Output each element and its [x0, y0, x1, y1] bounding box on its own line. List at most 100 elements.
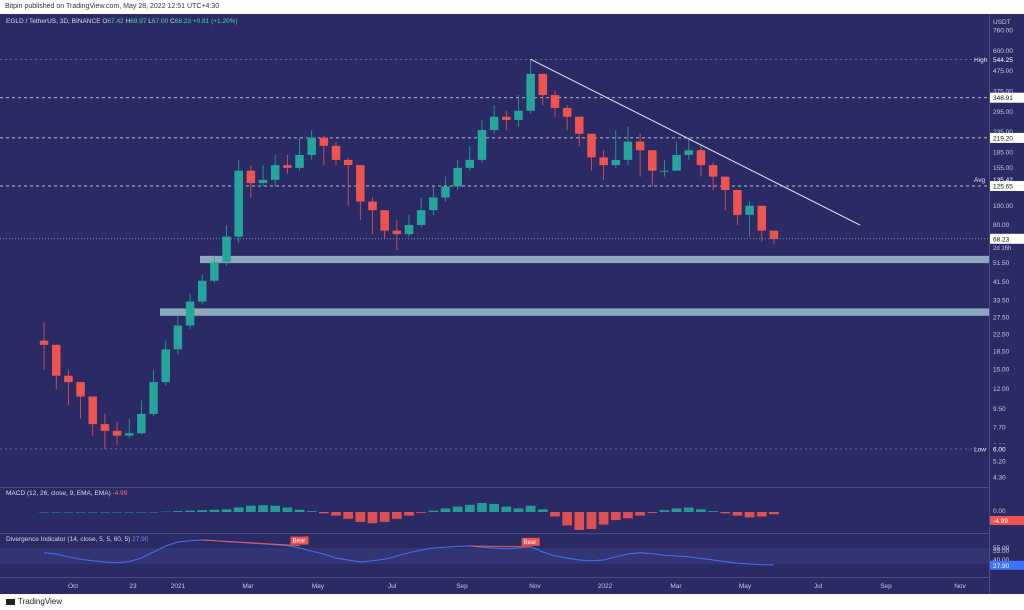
macd-bar — [318, 512, 329, 514]
price-tick-label: 15.00 — [993, 367, 1010, 374]
macd-bar — [306, 511, 317, 512]
macd-bar — [598, 512, 609, 525]
candles — [39, 59, 779, 449]
macd-bar — [51, 512, 62, 513]
candle-body — [538, 73, 548, 96]
price-tick-label: 100.00 — [993, 203, 1013, 210]
support-zones — [160, 255, 990, 316]
bear-tag: Bear — [293, 539, 306, 545]
candle-body — [258, 179, 268, 184]
change-value: +0.81 (+1.20%) — [192, 18, 238, 25]
macd-label[interactable]: MACD (12, 26, close, 9, EMA, EMA) — [6, 490, 111, 497]
macd-bar — [270, 505, 281, 512]
candle-body — [356, 165, 365, 202]
price-tick-label: 18.50 — [993, 349, 1010, 356]
candle-body — [648, 150, 657, 171]
candle-body — [112, 430, 122, 436]
candle-body — [429, 197, 438, 211]
low-price-label-bg — [990, 443, 1024, 454]
level-125-label: 125.65 — [993, 184, 1013, 191]
candle-body — [39, 340, 49, 345]
macd-bar — [258, 505, 268, 512]
candle-body — [380, 210, 389, 231]
candle-body — [587, 133, 596, 158]
macd-bar — [246, 505, 256, 512]
chart-area[interactable]: -4.99 0.00 Bear Bear 55.00 55.00 40.00 27.90 7… — [0, 14, 1024, 594]
candle-body — [331, 145, 341, 160]
candle-body — [672, 154, 681, 171]
divergence-axis-tick: 55.00 — [993, 545, 1010, 552]
divergence-label[interactable]: Divergence Indicator (14, close, 5, 5, 6… — [6, 536, 131, 543]
candle-body — [489, 116, 499, 131]
macd-bar — [744, 512, 755, 518]
low-tag-label: Low — [974, 446, 986, 453]
macd-bar — [233, 507, 244, 512]
candle-body — [404, 225, 414, 235]
divergence-axis-value-bg — [990, 560, 1024, 570]
price-tick-label: 760.00 — [993, 27, 1013, 34]
price-tick-label: 27.50 — [993, 314, 1010, 321]
footer: TradingView — [0, 594, 1024, 610]
support-zone — [160, 308, 990, 316]
symbol-name[interactable]: EGLD / TetherUS, 3D, BINANCE — [6, 18, 101, 25]
candle-body — [453, 167, 462, 187]
macd-bar — [501, 506, 512, 512]
level-348-label-bg — [990, 92, 1024, 103]
macd-bar — [136, 512, 147, 513]
macd-bar — [440, 508, 451, 512]
currency-label: USDT — [993, 19, 1011, 26]
price-tick-label: 9.50 — [993, 406, 1006, 413]
macd-bar — [391, 512, 402, 519]
price-axis[interactable] — [989, 14, 1024, 594]
macd-bar — [379, 512, 390, 522]
candle-body — [270, 165, 280, 180]
high-label: H — [125, 18, 131, 25]
time-tick-label: Jul — [388, 583, 397, 590]
macd-legend[interactable]: MACD (12, 26, close, 9, EMA, EMA) -4.99 — [6, 490, 127, 497]
divergence-legend[interactable]: Divergence Indicator (14, close, 5, 5, 6… — [6, 536, 148, 543]
macd-bar — [659, 510, 670, 512]
candle-body — [319, 137, 329, 146]
time-tick-label: Sep — [880, 583, 892, 590]
macd-bar — [586, 512, 597, 530]
candle-body — [222, 236, 231, 263]
time-tick-label: 2022 — [598, 583, 613, 590]
candle-body — [149, 382, 158, 414]
divergence-separator[interactable] — [0, 533, 990, 534]
macd-value: -4.99 — [112, 490, 128, 497]
symbol-legend[interactable]: EGLD / TetherUS, 3D, BINANCE O67.42 H69.… — [6, 18, 238, 25]
macd-bar — [720, 512, 731, 514]
candle-body — [721, 176, 730, 190]
macd-bar — [87, 512, 98, 513]
candle-body — [441, 186, 450, 198]
price-tick-label: 22.50 — [993, 332, 1010, 339]
time-tick-label: Oct — [68, 583, 78, 590]
price-tick-label: 41.50 — [993, 279, 1010, 286]
time-tick-label: Sep — [456, 583, 468, 590]
candle-body — [234, 170, 243, 237]
candle-body — [696, 150, 706, 166]
time-tick-label: Nov — [954, 583, 966, 590]
macd-bar — [100, 512, 110, 513]
candle-body — [392, 230, 402, 235]
price-tick-label: 235.00 — [993, 129, 1013, 136]
macd-bar — [75, 512, 86, 513]
price-tick-label: 155.00 — [993, 165, 1013, 172]
macd-bar — [173, 511, 183, 512]
divergence-axis-tick: 40.00 — [993, 557, 1010, 564]
time-tick-label: 2021 — [171, 583, 186, 590]
macd-separator[interactable] — [0, 487, 990, 488]
macd-bar — [550, 512, 560, 517]
macd-bar — [428, 510, 439, 512]
macd-bar — [209, 509, 220, 512]
macd-bar — [452, 506, 463, 512]
price-tick-label: 600.00 — [993, 48, 1013, 55]
candle-body — [64, 375, 73, 383]
price-tick-label: 80.00 — [993, 222, 1010, 229]
level-219-label-bg — [990, 132, 1024, 143]
candle-body — [514, 110, 523, 120]
macd-bar — [124, 512, 135, 513]
macd-bar — [537, 509, 548, 512]
